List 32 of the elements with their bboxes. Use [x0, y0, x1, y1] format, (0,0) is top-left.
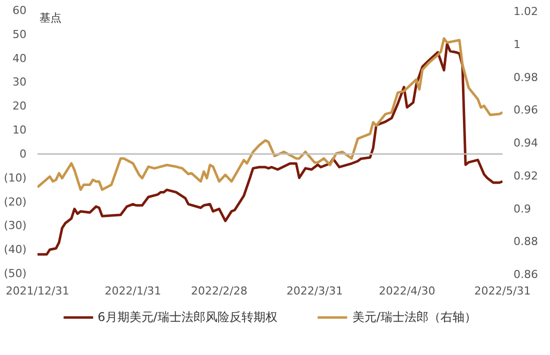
- y-tick-label: (50): [4, 267, 27, 280]
- x-tick-label: 2022/3/31: [286, 284, 343, 298]
- x-tick-label: 2022/2/28: [190, 284, 248, 298]
- x-tick-label: 2022/1/31: [104, 284, 162, 298]
- y2-tick-label: 0.96: [514, 104, 538, 117]
- line-series: [38, 37, 502, 191]
- y2-tick-label: 0.92: [514, 169, 538, 182]
- y-tick-label: 20: [12, 100, 27, 113]
- legend-label: 美元/瑞士法郎（右轴）: [352, 308, 476, 326]
- y-tick-label: (10): [4, 171, 27, 184]
- y-tick-label: 40: [12, 52, 27, 65]
- x-tick-label: 2021/12/31: [6, 284, 70, 298]
- y2-tick-label: 1.02: [514, 5, 538, 18]
- x-tick-label: 2022/5/31: [474, 284, 531, 298]
- legend-label: 6月期美元/瑞士法郎风险反转期权: [98, 308, 278, 326]
- y-tick-label: (40): [4, 243, 27, 256]
- y-tick-label: 0: [20, 147, 26, 160]
- line-series: [38, 42, 502, 256]
- y2-tick-label: 0.94: [514, 136, 538, 150]
- y2-tick-label: 0.9: [514, 202, 531, 216]
- y-tick-label: (30): [4, 219, 27, 232]
- y2-tick-label: 0.98: [514, 70, 538, 84]
- x-tick-label: 2022/4/30: [378, 284, 436, 298]
- y2-tick-label: 0.86: [514, 268, 538, 281]
- y-tick-label: 60: [12, 4, 27, 17]
- y-tick-label: 30: [12, 76, 27, 89]
- y-tick-label: 10: [12, 124, 27, 137]
- y2-tick-label: 0.88: [514, 235, 538, 248]
- y-tick-label: (20): [4, 195, 27, 208]
- y-axis-title: 基点: [40, 12, 62, 24]
- y2-tick-label: 1: [514, 38, 520, 51]
- y-tick-label: 50: [12, 28, 27, 41]
